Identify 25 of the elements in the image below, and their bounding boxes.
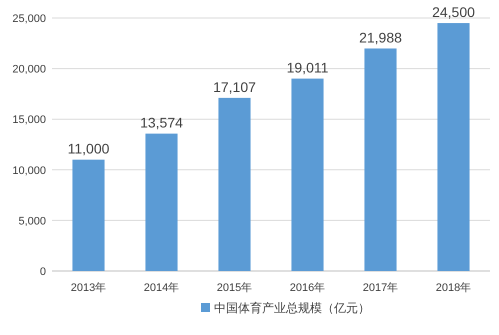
y-tick-label: 25,000 bbox=[12, 13, 46, 25]
data-label: 13,574 bbox=[140, 114, 184, 131]
y-tick-label: 15,000 bbox=[12, 114, 46, 126]
bar bbox=[437, 23, 470, 271]
bar bbox=[364, 48, 397, 271]
bar bbox=[291, 78, 324, 271]
data-label: 19,011 bbox=[286, 60, 329, 76]
data-label: 21,988 bbox=[359, 29, 402, 46]
bar bbox=[145, 134, 178, 271]
bar bbox=[72, 160, 105, 271]
data-label: 17,107 bbox=[213, 78, 256, 95]
x-tick-label: 2018年 bbox=[436, 282, 472, 294]
y-tick-label: 10,000 bbox=[12, 164, 46, 177]
data-label: 11,000 bbox=[68, 140, 110, 157]
data-label: 24,500 bbox=[432, 4, 476, 20]
bar bbox=[218, 98, 251, 271]
y-tick-label: 5,000 bbox=[18, 215, 46, 228]
y-tick-label: 20,000 bbox=[12, 64, 46, 76]
x-tick-label: 2015年 bbox=[216, 282, 252, 294]
x-tick-label: 2017年 bbox=[362, 282, 398, 294]
x-tick-label: 2016年 bbox=[290, 282, 326, 294]
legend-label: 中国体育产业总规模（亿元） bbox=[214, 301, 370, 315]
x-tick-label: 2014年 bbox=[144, 282, 180, 294]
x-tick-label: 2013年 bbox=[70, 282, 106, 294]
y-tick-label: 0 bbox=[40, 266, 46, 278]
